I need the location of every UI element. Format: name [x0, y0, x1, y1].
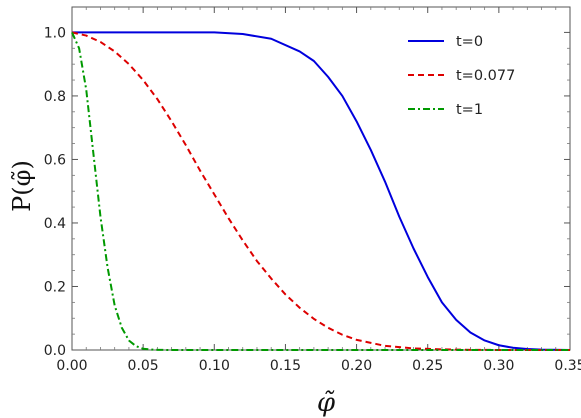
y-tick-label: 1.0 [44, 25, 66, 41]
y-axis-title: P(φ̃) [8, 160, 36, 212]
legend-label-0: t=0 [456, 34, 483, 50]
x-tick-label: 0.35 [554, 358, 581, 374]
x-tick-label: 0.30 [483, 358, 514, 374]
plot-frame [71, 6, 571, 351]
x-tick-label: 0.15 [270, 358, 301, 374]
series-line-1 [71, 31, 571, 351]
legend-label-1: t=0.077 [456, 68, 515, 84]
x-tick-label: 0.20 [341, 358, 372, 374]
x-tick-label: 0.10 [199, 358, 230, 374]
x-axis: 0.00 0.05 0.10 0.15 0.20 0.25 0.30 0.35 [56, 7, 581, 374]
y-tick-label: 0.4 [44, 216, 66, 232]
plot-border [71, 6, 571, 351]
series-line-2 [71, 32, 570, 351]
series-line-0 [72, 31, 571, 351]
x-tick-label: 0.05 [128, 358, 159, 374]
y-tick-label: 0.2 [44, 279, 66, 295]
x-axis-title: φ̃ [317, 388, 336, 418]
series-layer [71, 31, 571, 351]
y-tick-label: 0.8 [44, 89, 66, 105]
x-tick-label: 0.25 [412, 358, 443, 374]
legend-label-2: t=1 [456, 102, 483, 118]
y-axis: 0.0 0.2 0.4 0.6 0.8 1.0 [44, 25, 570, 359]
legend: t=0 t=0.077 t=1 [408, 34, 515, 118]
y-tick-label: 0.0 [44, 343, 66, 359]
y-tick-label: 0.6 [44, 152, 66, 168]
x-tick-label: 0.00 [56, 358, 87, 374]
